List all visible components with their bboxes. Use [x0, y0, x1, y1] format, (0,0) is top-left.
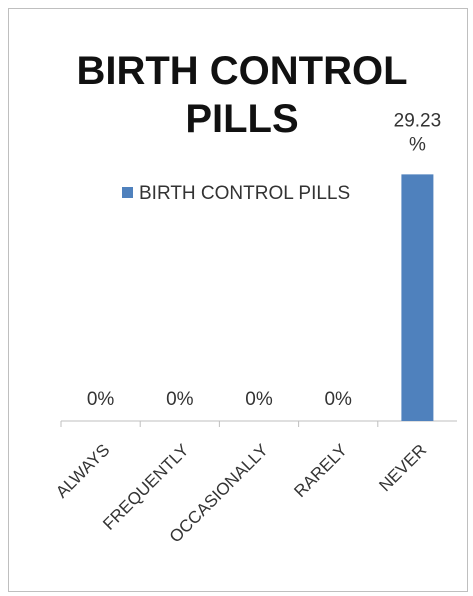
data-label-frequently: 0%: [166, 389, 194, 410]
data-label-never: 29.23%: [394, 110, 442, 155]
chart-title-line-1: BIRTH CONTROL: [76, 49, 407, 93]
data-label-rarely: 0%: [324, 389, 352, 410]
chart-title-line-2: PILLS: [185, 97, 298, 141]
plot-area: 0%ALWAYS0%FREQUENTLY0%OCCASIONALLY0%RARE…: [52, 110, 457, 546]
x-tick-label-rarely: RARELY: [290, 440, 351, 501]
data-label-occasionally: 0%: [245, 389, 273, 410]
legend-label: BIRTH CONTROL PILLS: [139, 183, 350, 204]
x-tick-label-never: NEVER: [375, 440, 430, 495]
legend-swatch: [122, 187, 133, 198]
chart-frame: BIRTH CONTROL PILLS BIRTH CONTROL PILLS …: [8, 8, 468, 592]
bar-never: [401, 174, 434, 421]
data-label-always: 0%: [87, 389, 115, 410]
chart-svg: BIRTH CONTROL PILLS BIRTH CONTROL PILLS …: [52, 49, 457, 546]
x-tick-label-always: ALWAYS: [52, 440, 113, 501]
